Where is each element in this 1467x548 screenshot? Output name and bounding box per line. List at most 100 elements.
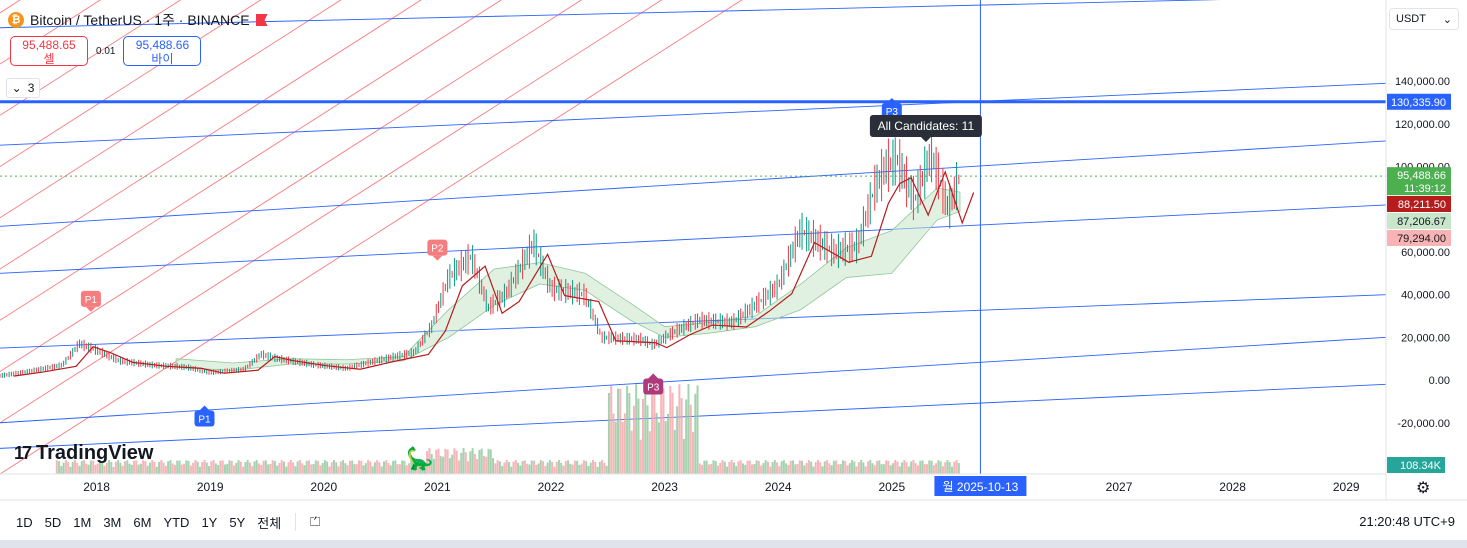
volume-bar (780, 461, 783, 474)
clock[interactable]: 21:20:48 UTC+9 (1359, 514, 1455, 529)
volume-bar (178, 460, 181, 474)
time-axis[interactable]: 2018 2019 2020 2021 2022 2023 2024 2025 2027 2028… (83, 476, 1360, 496)
volume-bar (133, 460, 136, 474)
ichimoku-cloud (175, 187, 961, 371)
volume-bar (396, 464, 399, 474)
timeframe-5d[interactable]: 5D (44, 514, 62, 530)
volume-label-box (1387, 457, 1445, 473)
volume-bar (789, 460, 792, 474)
volume-bar (660, 388, 663, 474)
volume-bar (953, 461, 956, 474)
volume-bar (576, 460, 579, 474)
indicator-toggle[interactable]: ⌄ 3 (6, 78, 40, 98)
volume-bar (719, 462, 722, 474)
volume-bar (80, 461, 83, 474)
channel-line (0, 383, 1387, 449)
volume-bar (335, 462, 338, 474)
volume-bar (314, 460, 317, 474)
volume-bar (92, 460, 95, 474)
volume-bar (137, 464, 140, 474)
tradingview-logo[interactable]: 17 TradingView (14, 442, 153, 465)
volume-bar (360, 460, 363, 474)
volume-bar (916, 465, 919, 474)
volume-bar (941, 466, 944, 474)
volume-bar (592, 460, 595, 474)
volume-bar (805, 463, 808, 474)
volume-bar (948, 462, 951, 474)
timeframe-1m[interactable]: 1M (73, 514, 92, 530)
price-axis[interactable]: 140,000.00120,000.00100,000.0060,000.004… (1395, 76, 1450, 430)
volume-bar (957, 463, 960, 474)
volume-bar (367, 460, 370, 474)
sell-button[interactable]: 95,488.65 셀 (10, 36, 88, 66)
timeframe-5y[interactable]: 5Y (229, 514, 246, 530)
compare-icon[interactable]: ⏍ (310, 514, 321, 529)
volume-bar (610, 385, 613, 474)
volume-bar (791, 460, 794, 474)
volume-bar (860, 460, 863, 474)
timeframe-6m[interactable]: 6M (133, 514, 152, 530)
volume-bar (260, 465, 263, 474)
settings-icon[interactable]: ⚙ (1416, 480, 1431, 497)
timeframe-1y[interactable]: 1Y (201, 514, 218, 530)
volume-bar (126, 460, 129, 474)
volume-bar (587, 465, 590, 474)
volume-bar (787, 465, 790, 474)
volume-bar (210, 461, 213, 474)
volume-bar (728, 462, 731, 474)
flag-icon[interactable] (255, 14, 268, 26)
y-tick-label: 120,000.00 (1395, 119, 1450, 131)
volume-bar (692, 431, 694, 474)
volume-bar (844, 460, 847, 474)
volume-bar (394, 460, 397, 474)
volume-bar (701, 464, 704, 474)
timeframe-ytd[interactable]: YTD (163, 514, 190, 530)
price-label-box (1387, 167, 1451, 196)
volume-bar (212, 460, 215, 474)
volume-bar (319, 465, 322, 474)
volume-bar (512, 461, 515, 474)
x-tick-label: 2019 (197, 480, 224, 494)
volume-bar (76, 462, 79, 474)
symbol-title[interactable]: Bitcoin / TetherUS · 1주 · BINANCE (30, 12, 250, 28)
volume-bar (160, 460, 163, 474)
volume-bar (653, 385, 656, 474)
volume-bar (58, 461, 61, 474)
volume-bar (526, 463, 529, 474)
volume-bar (203, 460, 206, 474)
volume-bar (355, 464, 358, 474)
buy-button[interactable]: 95,488.66 바이 (123, 36, 202, 66)
timeframe-1d[interactable]: 1D (16, 514, 33, 530)
volume-bar (317, 460, 320, 474)
price-series (0, 125, 975, 379)
crosshair-date-box (934, 476, 1027, 496)
volume-bar (217, 464, 220, 474)
volume-bar (153, 461, 156, 474)
volume-bar (494, 463, 497, 474)
volume-bar (912, 460, 915, 474)
volume-bar (751, 464, 754, 474)
volume-bar (201, 461, 204, 474)
volume-bar (635, 384, 638, 474)
y-tick-label: 140,000.00 (1395, 76, 1450, 88)
volume-bar (748, 460, 751, 474)
volume-bar (346, 465, 349, 474)
volume-bar (682, 438, 685, 474)
volume-bar (292, 462, 295, 474)
volume-bar (419, 460, 422, 474)
crosshair-date-label: 월 2025-10-13 (943, 480, 1019, 494)
volume-bar (703, 460, 706, 474)
currency-select[interactable]: USDT ⌄ (1389, 8, 1459, 30)
volume-bar (489, 449, 492, 474)
volume-bar (283, 461, 286, 474)
volume-bar (348, 460, 351, 474)
symbol-header[interactable]: ₿ Bitcoin / TetherUS · 1주 · BINANCE (8, 10, 268, 30)
volume-bar (280, 460, 283, 474)
volume-bar (812, 466, 815, 474)
timeframe-3m[interactable]: 3M (103, 514, 122, 530)
price-label-text: 79,294.00 (1397, 233, 1446, 245)
volume-bar (401, 460, 404, 474)
volume-bar (285, 466, 288, 474)
timeframe-all[interactable]: 전체 (257, 515, 282, 531)
